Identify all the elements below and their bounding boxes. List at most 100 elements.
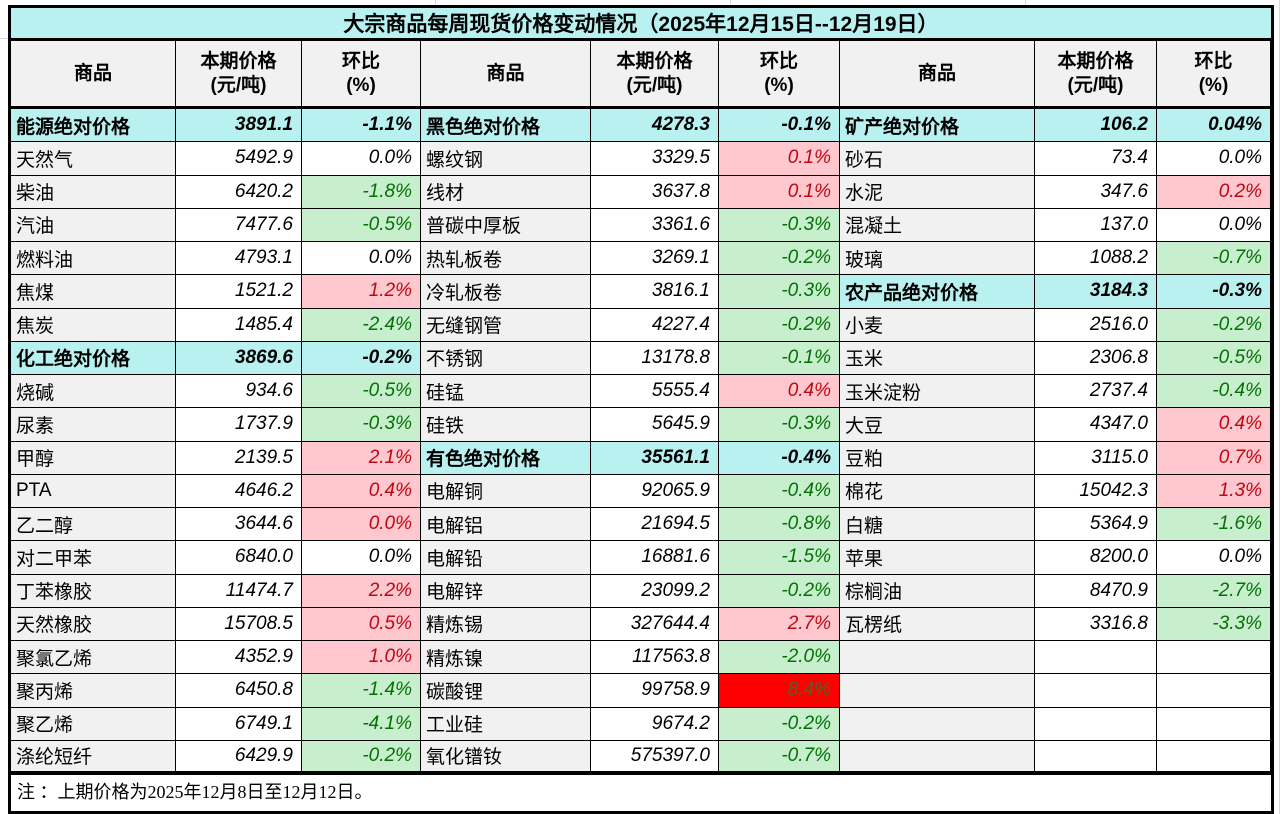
- pct-change-cell: 8.4%: [719, 674, 840, 708]
- commodity-cell: 混凝土: [840, 208, 1035, 242]
- pct-change-cell: 0.4%: [302, 474, 421, 508]
- price-cell: 35561.1: [591, 441, 719, 475]
- price-cell: [1035, 740, 1157, 774]
- price-cell: 3869.6: [176, 341, 302, 375]
- price-cell: 5364.9: [1035, 508, 1157, 542]
- commodity-cell: 对二甲苯: [11, 541, 176, 575]
- pct-change-cell: 0.5%: [302, 607, 421, 641]
- commodity-cell: 玻璃: [840, 242, 1035, 276]
- price-cell: 4278.3: [591, 109, 719, 143]
- commodity-cell: [840, 740, 1035, 774]
- price-cell: 327644.4: [591, 607, 719, 641]
- price-cell: 3115.0: [1035, 441, 1157, 475]
- price-cell: 3637.8: [591, 175, 719, 209]
- commodity-price-table: 大宗商品每周现货价格变动情况（2025年12月15日--12月19日） 商品 本…: [8, 5, 1274, 814]
- pct-change-cell: -0.4%: [719, 441, 840, 475]
- commodity-cell: 硅锰: [421, 375, 591, 409]
- pct-change-cell: -0.3%: [719, 208, 840, 242]
- pct-change-cell: 2.1%: [302, 441, 421, 475]
- commodity-cell: 有色绝对价格: [421, 441, 591, 475]
- pct-change-cell: 0.0%: [302, 508, 421, 542]
- commodity-cell: [840, 707, 1035, 741]
- header-pct-3: 环比 (%): [1157, 41, 1271, 109]
- price-cell: 3644.6: [176, 508, 302, 542]
- pct-change-cell: 2.2%: [302, 574, 421, 608]
- pct-change-cell: 0.04%: [1157, 109, 1271, 143]
- pct-change-cell: 0.4%: [719, 375, 840, 409]
- price-cell: 6840.0: [176, 541, 302, 575]
- price-cell: 15708.5: [176, 607, 302, 641]
- pct-change-cell: -2.0%: [719, 641, 840, 675]
- pct-change-cell: -1.4%: [302, 674, 421, 708]
- price-cell: 3269.1: [591, 242, 719, 276]
- price-cell: 6450.8: [176, 674, 302, 708]
- commodity-cell: 丁苯橡胶: [11, 574, 176, 608]
- price-cell: 3184.3: [1035, 275, 1157, 309]
- price-cell: 1485.4: [176, 308, 302, 342]
- commodity-cell: 乙二醇: [11, 508, 176, 542]
- commodity-cell: 燃料油: [11, 242, 176, 276]
- commodity-cell: 电解铝: [421, 508, 591, 542]
- pct-change-cell: -1.8%: [302, 175, 421, 209]
- commodity-cell: 白糖: [840, 508, 1035, 542]
- commodity-cell: 瓦楞纸: [840, 607, 1035, 641]
- header-commodity-3: 商品: [840, 41, 1035, 109]
- commodity-cell: 硅铁: [421, 408, 591, 442]
- pct-change-cell: 0.7%: [1157, 441, 1271, 475]
- price-cell: [1035, 707, 1157, 741]
- worksheet-gridline: [1025, 0, 1026, 5]
- price-grid: 大宗商品每周现货价格变动情况（2025年12月15日--12月19日） 商品 本…: [11, 8, 1271, 811]
- pct-change-cell: -0.3%: [302, 408, 421, 442]
- pct-change-cell: [1157, 674, 1271, 708]
- price-cell: 6749.1: [176, 707, 302, 741]
- commodity-cell: 尿素: [11, 408, 176, 442]
- commodity-cell: 工业硅: [421, 707, 591, 741]
- pct-change-cell: 0.0%: [302, 541, 421, 575]
- commodity-cell: 能源绝对价格: [11, 109, 176, 143]
- pct-change-cell: 0.0%: [1157, 142, 1271, 176]
- commodity-cell: 棉花: [840, 474, 1035, 508]
- pct-change-cell: -0.2%: [719, 308, 840, 342]
- price-cell: 1737.9: [176, 408, 302, 442]
- commodity-cell: 聚乙烯: [11, 707, 176, 741]
- commodity-cell: 线材: [421, 175, 591, 209]
- price-cell: 137.0: [1035, 208, 1157, 242]
- price-cell: 8200.0: [1035, 541, 1157, 575]
- pct-change-cell: -0.4%: [719, 474, 840, 508]
- pct-change-cell: -1.5%: [719, 541, 840, 575]
- header-price-2: 本期价格 (元/吨): [591, 41, 719, 109]
- pct-change-cell: 2.7%: [719, 607, 840, 641]
- price-cell: [1035, 674, 1157, 708]
- pct-change-cell: -0.3%: [719, 408, 840, 442]
- commodity-cell: 汽油: [11, 208, 176, 242]
- commodity-cell: 豆粕: [840, 441, 1035, 475]
- pct-change-cell: 0.0%: [1157, 541, 1271, 575]
- pct-change-cell: 0.0%: [302, 242, 421, 276]
- pct-change-cell: -0.2%: [302, 341, 421, 375]
- price-cell: 2516.0: [1035, 308, 1157, 342]
- commodity-cell: 聚丙烯: [11, 674, 176, 708]
- pct-change-cell: 1.0%: [302, 641, 421, 675]
- price-cell: 106.2: [1035, 109, 1157, 143]
- price-cell: 6420.2: [176, 175, 302, 209]
- price-cell: 4646.2: [176, 474, 302, 508]
- price-cell: 575397.0: [591, 740, 719, 774]
- pct-change-cell: -1.6%: [1157, 508, 1271, 542]
- commodity-cell: PTA: [11, 474, 176, 508]
- price-cell: 4347.0: [1035, 408, 1157, 442]
- pct-change-cell: 1.2%: [302, 275, 421, 309]
- pct-change-cell: 1.3%: [1157, 474, 1271, 508]
- pct-change-cell: 0.1%: [719, 142, 840, 176]
- commodity-cell: 电解铅: [421, 541, 591, 575]
- price-cell: 13178.8: [591, 341, 719, 375]
- pct-change-cell: 0.0%: [1157, 208, 1271, 242]
- commodity-cell: 电解铜: [421, 474, 591, 508]
- commodity-cell: 天然气: [11, 142, 176, 176]
- price-cell: 8470.9: [1035, 574, 1157, 608]
- pct-change-cell: 0.1%: [719, 175, 840, 209]
- worksheet-gridline: [730, 0, 731, 5]
- table-footnote: 注 ：上期价格为2025年12月8日至12月12日。: [11, 774, 1271, 807]
- pct-change-cell: -4.1%: [302, 707, 421, 741]
- price-cell: 16881.6: [591, 541, 719, 575]
- pct-change-cell: -2.4%: [302, 308, 421, 342]
